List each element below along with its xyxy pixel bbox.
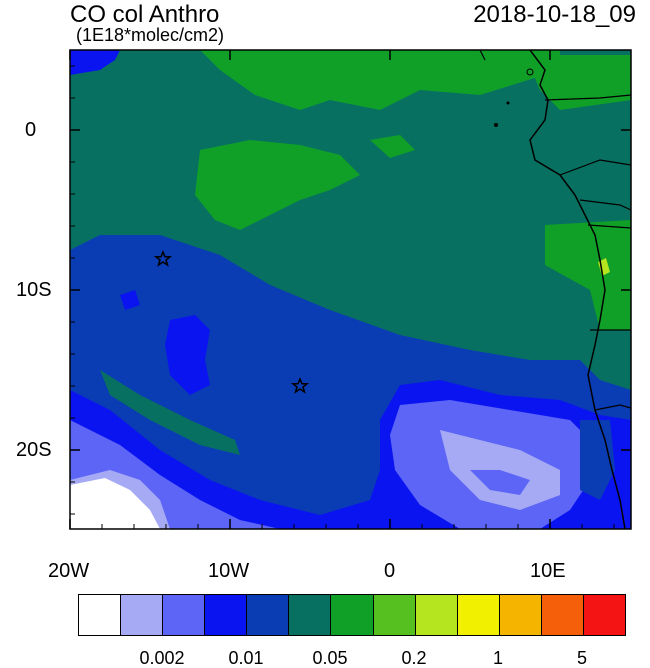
colorbar-swatch [331,595,374,635]
colorbar-label: 0.002 [139,648,185,668]
colorbar-swatch [289,595,332,635]
y-tick-label: 20S [16,439,52,461]
colorbar-swatch [121,595,164,635]
x-tick-label: 10E [530,560,566,582]
x-tick-label: 0 [384,560,396,582]
colorbar-swatch [163,595,206,635]
colorbar-swatch [583,595,626,635]
minor-ticks [70,65,615,529]
colorbar-label: 0.2 [401,648,427,668]
plot-title: CO col Anthro [70,1,220,28]
star-marker-2 [290,377,310,394]
colorbar-swatch [247,595,290,635]
colorbar-swatch [205,595,248,635]
colorbar-label: 5 [576,648,588,668]
axis-ticks [69,50,631,529]
y-tick-label: 10S [16,279,52,301]
y-tick-label: 0 [25,119,37,141]
colorbar-label: 1 [492,648,504,668]
units-label: (1E18*molec/cm2) [76,25,225,45]
x-tick-label: 20W [48,560,90,582]
colorbar-swatch [415,595,458,635]
colorbar-swatch [457,595,500,635]
datetime-label: 2018-10-18_09 [473,1,636,28]
colorbar-label: 0.05 [312,648,348,668]
colorbar-swatch [499,595,542,635]
star-marker-1 [153,250,173,267]
colorbar-swatch [541,595,584,635]
colorbar-swatch [79,595,122,635]
x-tick-label: 10W [208,560,250,582]
colorbar-swatch [373,595,416,635]
concentration-field [70,50,631,529]
colorbar-label: 0.01 [228,648,264,668]
colorbar [78,594,626,636]
